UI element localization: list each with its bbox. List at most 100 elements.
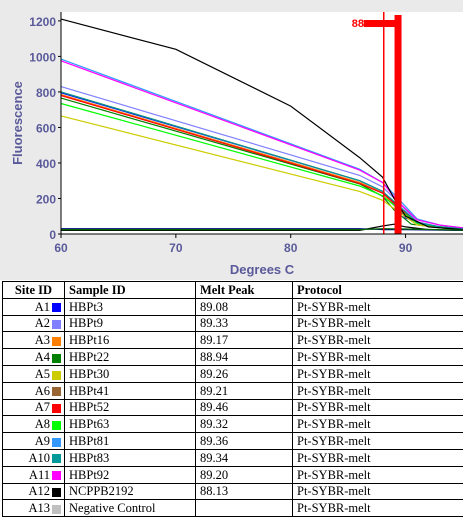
table-header-row: Site ID Sample ID Melt Peak Protocol [2, 281, 463, 299]
table-row[interactable]: A2 HBPt9 89.33 Pt-SYBR-melt [2, 314, 463, 333]
site-id-cell: A10 [2, 448, 65, 467]
x-tick-label: 80 [284, 241, 298, 255]
y-tick-label: 0 [49, 228, 56, 242]
sample-id-cell: NCPPB2192 [64, 482, 196, 501]
color-swatch [52, 488, 61, 498]
color-swatch [52, 454, 61, 464]
site-id-cell: A4 [2, 348, 65, 366]
melt-peak-cell: 88.94 [195, 348, 293, 366]
x-tick-label: 60 [54, 241, 68, 255]
header-site-id[interactable]: Site ID [2, 281, 65, 299]
color-swatch [52, 370, 61, 380]
sample-id-cell: HBPt41 [64, 381, 196, 400]
marker-line-right[interactable] [394, 15, 402, 234]
protocol-cell: Pt-SYBR-melt [292, 331, 463, 350]
site-id-cell: A5 [2, 364, 65, 383]
table-row[interactable]: A8 HBPt63 89.32 Pt-SYBR-melt [2, 415, 463, 434]
melt-peak-cell: 89.21 [195, 381, 293, 400]
x-axis-label: Degrees C [230, 262, 295, 277]
plot-area [61, 12, 463, 234]
melt-peak-cell: 89.32 [195, 415, 293, 434]
color-swatch [52, 320, 61, 330]
sample-id-cell: HBPt16 [64, 331, 196, 350]
site-id: A10 [28, 450, 50, 465]
melt-peak-cell: 89.20 [195, 465, 293, 484]
protocol-cell: Pt-SYBR-melt [292, 432, 463, 450]
table-row[interactable]: A11 HBPt92 89.20 Pt-SYBR-melt [2, 465, 463, 484]
x-tick-label: 90 [399, 241, 413, 255]
site-id-cell: A12 [2, 482, 65, 501]
site-id: A13 [28, 501, 50, 516]
sample-id-cell: HBPt63 [64, 415, 196, 434]
site-id-cell: A11 [2, 465, 65, 484]
table-row[interactable]: A7 HBPt52 89.46 Pt-SYBR-melt [2, 398, 463, 417]
table-row[interactable]: A5 HBPt30 89.26 Pt-SYBR-melt [2, 364, 463, 383]
site-id-cell: A13 [2, 499, 65, 518]
protocol-cell: Pt-SYBR-melt [292, 398, 463, 417]
site-id: A1 [34, 299, 50, 314]
table-row[interactable]: A6 HBPt41 89.21 Pt-SYBR-melt [2, 381, 463, 400]
site-id-cell: A7 [2, 398, 65, 417]
table-row[interactable]: A1 HBPt3 89.08 Pt-SYBR-melt [2, 297, 463, 316]
header-melt-peak[interactable]: Melt Peak [195, 281, 293, 299]
table-row[interactable]: A10 HBPt83 89.34 Pt-SYBR-melt [2, 448, 463, 467]
color-swatch [52, 303, 61, 313]
header-sample-id[interactable]: Sample ID [64, 281, 196, 299]
table-row[interactable]: A12 NCPPB2192 88.13 Pt-SYBR-melt [2, 482, 463, 501]
axis-ticks: 0 200 400 600 800 1000 1200 60 70 80 90 [29, 15, 412, 255]
site-id-cell: A2 [2, 314, 65, 333]
color-swatch [52, 471, 61, 481]
site-id-cell: A6 [2, 381, 65, 400]
y-tick-label: 600 [36, 121, 56, 135]
color-swatch [52, 336, 61, 346]
site-id: A7 [34, 400, 50, 415]
protocol-cell: Pt-SYBR-melt [292, 448, 463, 467]
melt-peak-cell: 89.46 [195, 398, 293, 417]
site-id-cell: A8 [2, 415, 65, 434]
site-id-cell: A3 [2, 331, 65, 350]
protocol-cell: Pt-SYBR-melt [292, 415, 463, 434]
sample-id-cell: HBPt52 [64, 398, 196, 417]
sample-id-cell: HBPt22 [64, 348, 196, 366]
site-id: A12 [28, 484, 50, 499]
site-id-cell: A1 [2, 297, 65, 316]
melt-curve-chart: 88 0 200 400 600 800 1000 1200 60 70 80 90 Fluores… [0, 0, 463, 280]
site-id: A8 [34, 417, 50, 432]
protocol-cell: Pt-SYBR-melt [292, 364, 463, 383]
series-line [60, 18, 463, 231]
marker-flag[interactable] [363, 20, 398, 27]
series-line [61, 228, 463, 231]
site-id: A6 [34, 383, 50, 398]
melt-peak-cell: 88.13 [195, 482, 293, 501]
melt-peak-cell: 89.33 [195, 314, 293, 333]
protocol-cell: Pt-SYBR-melt [292, 381, 463, 400]
site-id: A3 [34, 333, 50, 348]
table-row[interactable]: A9 HBPt81 89.36 Pt-SYBR-melt [2, 432, 463, 450]
protocol-cell: Pt-SYBR-melt [292, 482, 463, 501]
y-axis-label: Fluorescence [10, 81, 25, 165]
table-row[interactable]: A13 Negative Control Pt-SYBR-melt [2, 499, 463, 518]
table-body: A1 HBPt3 89.08 Pt-SYBR-melt A2 HBPt9 89.33 Pt-S… [2, 297, 463, 518]
melt-marker[interactable]: 88 [352, 12, 402, 234]
site-id: A2 [34, 316, 50, 331]
y-tick-label: 1000 [29, 50, 56, 64]
sample-id-cell: HBPt81 [64, 432, 196, 450]
color-swatch [52, 387, 61, 397]
marker-label: 88 [352, 18, 364, 30]
protocol-cell: Pt-SYBR-melt [292, 499, 463, 518]
color-swatch [52, 420, 61, 430]
y-tick-label: 400 [36, 157, 56, 171]
color-swatch [52, 404, 61, 414]
color-swatch [52, 437, 61, 447]
protocol-cell: Pt-SYBR-melt [292, 314, 463, 333]
sample-id-cell: Negative Control [64, 499, 196, 518]
table-row[interactable]: A4 HBPt22 88.94 Pt-SYBR-melt [2, 348, 463, 366]
site-id: A4 [34, 350, 50, 365]
header-protocol[interactable]: Protocol [292, 281, 463, 299]
protocol-cell: Pt-SYBR-melt [292, 465, 463, 484]
sample-id-cell: HBPt9 [64, 314, 196, 333]
y-tick-label: 200 [36, 192, 56, 206]
site-id: A9 [34, 434, 50, 449]
table-row[interactable]: A3 HBPt16 89.17 Pt-SYBR-melt [2, 331, 463, 350]
x-tick-label: 70 [169, 241, 183, 255]
